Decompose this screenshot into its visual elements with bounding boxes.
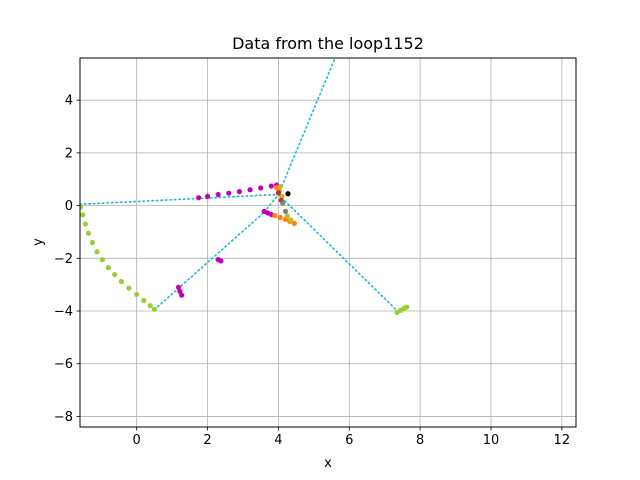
y-tick-label: −4 (54, 305, 73, 320)
scatter-point (277, 184, 283, 190)
scatter-point (280, 200, 286, 206)
scatter-point (204, 193, 211, 199)
scatter-point (118, 278, 125, 285)
grid-layer (80, 58, 576, 427)
y-axis-label: y (31, 238, 46, 246)
plot-layer (80, 58, 410, 315)
scatter-point (277, 214, 283, 221)
scatter-point (141, 297, 147, 304)
scatter-point (215, 191, 221, 198)
y-tick-label: −2 (54, 252, 73, 267)
chart-title: Data from the loop1152 (232, 34, 424, 53)
x-tick-label: 8 (416, 433, 424, 448)
scatter-point (85, 230, 92, 236)
scatter-point (218, 258, 224, 264)
x-tick-label: 0 (133, 433, 141, 448)
scatter-point (151, 306, 157, 312)
scatter-point (279, 193, 285, 199)
scatter-point (282, 208, 289, 214)
y-tick-label: 2 (65, 146, 73, 161)
scatter-point (82, 221, 88, 227)
scatter-point (288, 217, 294, 223)
x-axis-label: x (324, 456, 332, 471)
scatter-point (175, 284, 182, 290)
scatter-point (89, 239, 95, 246)
y-tick-label: 4 (65, 94, 73, 109)
scatter-point (275, 190, 281, 196)
scatter-point (105, 264, 111, 271)
scatter-point (404, 304, 410, 310)
scatter-point (147, 303, 153, 309)
scatter-point (272, 213, 278, 219)
scatter-point (112, 272, 118, 278)
plot-frame (79, 57, 577, 428)
scatter-point (285, 191, 291, 197)
scatter-point (247, 187, 253, 193)
x-tick-label: 12 (554, 433, 571, 448)
scatter-point (258, 185, 264, 191)
x-tick-label: 4 (274, 433, 282, 448)
dotted-connector-line (153, 211, 266, 311)
y-tick-label: 0 (65, 199, 73, 214)
scatter-point (268, 183, 274, 189)
tick-layer: 0 2 4 6 8 10 12 −8 −6 −4 −2 0 2 4 (54, 94, 570, 448)
dotted-connector-line (277, 58, 336, 196)
scatter-point (80, 204, 84, 210)
scatter-point (177, 288, 183, 294)
scatter-point (134, 291, 140, 298)
scatter-point (126, 285, 132, 291)
scatter-point (196, 195, 202, 201)
scatter-point (236, 189, 243, 195)
x-tick-label: 2 (203, 433, 211, 448)
scatter-point (94, 249, 100, 255)
scatter-point (284, 213, 290, 219)
dotted-connector-line (80, 193, 280, 206)
scatter-point (226, 190, 232, 196)
scatter-point (99, 257, 105, 263)
y-tick-label: −8 (54, 410, 73, 425)
y-tick-label: −6 (54, 357, 73, 372)
dotted-connector-line (277, 193, 400, 314)
scatter-point (80, 212, 86, 218)
scatter-point (179, 292, 185, 298)
dotted-connector-line (263, 193, 280, 213)
x-tick-label: 6 (345, 433, 353, 448)
x-tick-label: 10 (483, 433, 500, 448)
scatter-point (291, 220, 297, 227)
